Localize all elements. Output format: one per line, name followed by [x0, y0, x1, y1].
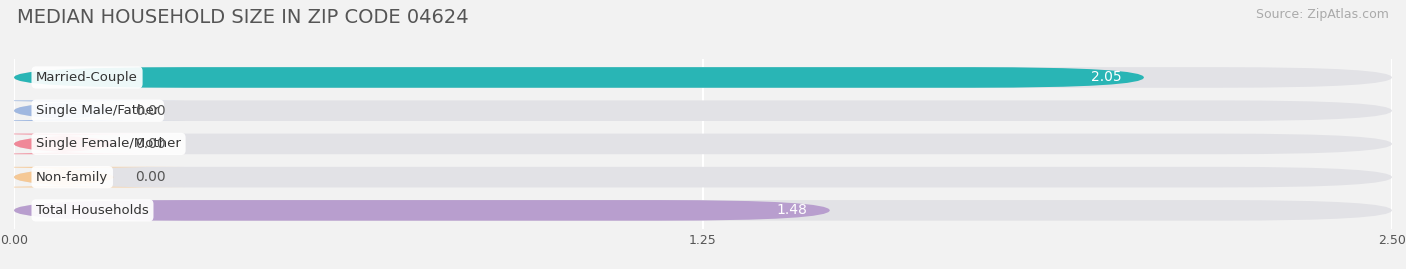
- FancyBboxPatch shape: [14, 134, 1392, 154]
- Text: 0.00: 0.00: [135, 104, 166, 118]
- FancyBboxPatch shape: [14, 67, 1144, 88]
- FancyBboxPatch shape: [14, 167, 1392, 187]
- FancyBboxPatch shape: [14, 67, 1392, 88]
- Text: Non-family: Non-family: [37, 171, 108, 184]
- Text: Married-Couple: Married-Couple: [37, 71, 138, 84]
- Text: Total Households: Total Households: [37, 204, 149, 217]
- Text: Single Female/Mother: Single Female/Mother: [37, 137, 181, 150]
- FancyBboxPatch shape: [0, 100, 186, 121]
- Text: Single Male/Father: Single Male/Father: [37, 104, 159, 117]
- FancyBboxPatch shape: [0, 167, 186, 187]
- Text: 0.00: 0.00: [135, 137, 166, 151]
- Text: 1.48: 1.48: [778, 203, 807, 217]
- Text: Source: ZipAtlas.com: Source: ZipAtlas.com: [1256, 8, 1389, 21]
- Text: 0.00: 0.00: [135, 170, 166, 184]
- Text: MEDIAN HOUSEHOLD SIZE IN ZIP CODE 04624: MEDIAN HOUSEHOLD SIZE IN ZIP CODE 04624: [17, 8, 468, 27]
- FancyBboxPatch shape: [14, 200, 830, 221]
- FancyBboxPatch shape: [14, 100, 1392, 121]
- FancyBboxPatch shape: [14, 200, 1392, 221]
- Text: 2.05: 2.05: [1091, 70, 1122, 84]
- FancyBboxPatch shape: [0, 134, 186, 154]
